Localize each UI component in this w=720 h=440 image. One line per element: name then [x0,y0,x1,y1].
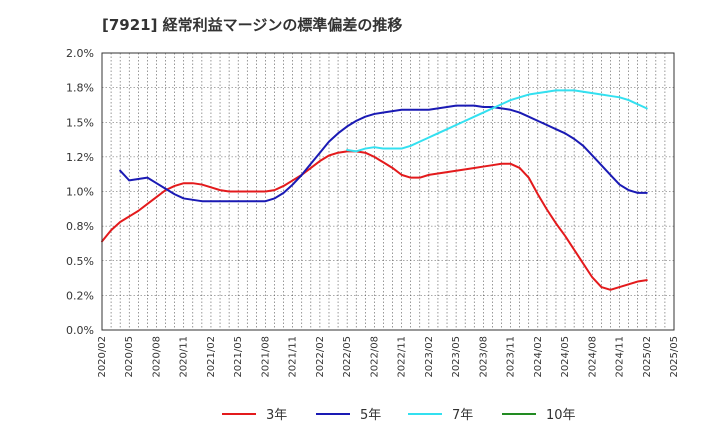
x-tick-label: 2021/08 [260,336,271,378]
x-tick-label: 2020/11 [179,336,190,378]
plot-frame [101,52,675,331]
x-tick-label: 2023/02 [424,336,435,378]
y-tick-label: 1.0% [66,186,94,199]
x-tick-label: 2022/05 [342,336,353,378]
legend-label-3: 10年 [546,408,576,423]
series-line-1 [119,104,648,203]
chart-title: [7921] 経常利益マージンの標準偏差の推移 [102,16,403,34]
x-tick-label: 2025/02 [642,336,653,378]
legend-label-2: 7年 [452,408,473,423]
series-line-0 [101,150,648,291]
x-tick-label: 2023/11 [506,336,517,378]
chart-grid [101,52,675,331]
x-tick-label: 2022/02 [315,336,326,378]
x-tick-label: 2020/02 [97,336,108,378]
x-tick-label: 2023/08 [478,336,489,378]
y-tick-label: 0.2% [66,289,94,302]
y-tick-label: 0.0% [66,324,94,337]
y-tick-label: 1.5% [66,116,94,129]
x-tick-label: 2020/08 [151,336,162,378]
x-tick-label: 2022/08 [369,336,380,378]
legend-label-1: 5年 [360,408,381,423]
x-tick-label: 2023/05 [451,336,462,378]
x-tick-label: 2021/02 [206,336,217,378]
x-tick-label: 2024/02 [533,336,544,378]
chart-legend: 3年 5年 7年 10年 [222,408,576,423]
y-axis-ticks: 0.0% 0.2% 0.5% 0.8% 1.0% 1.2% 1.5% 1.8% 2.0% [66,47,94,337]
y-tick-label: 0.8% [66,220,94,233]
series-line-2 [346,89,648,153]
y-tick-label: 0.5% [66,255,94,268]
x-tick-label: 2024/08 [587,336,598,378]
x-tick-label: 2021/05 [233,336,244,378]
x-tick-label: 2022/11 [397,336,408,378]
x-tick-label: 2024/11 [615,336,626,378]
legend-label-0: 3年 [266,408,287,423]
chart-series [101,89,648,291]
y-tick-label: 2.0% [66,47,94,60]
x-tick-label: 2024/05 [560,336,571,378]
y-tick-label: 1.2% [66,151,94,164]
x-tick-label: 2020/05 [124,336,135,378]
x-tick-label: 2025/05 [669,336,680,378]
x-axis-ticks: 2020/02 2020/05 2020/08 2020/11 2021/02 2021/… [97,336,680,378]
x-tick-label: 2021/11 [288,336,299,378]
y-tick-label: 1.8% [66,82,94,95]
